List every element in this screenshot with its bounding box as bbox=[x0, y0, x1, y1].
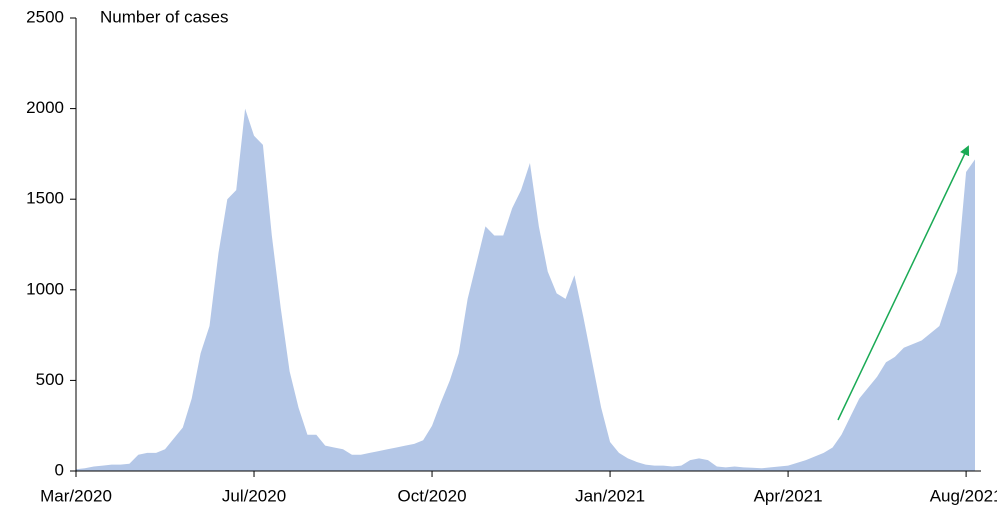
x-tick-label: Mar/2020 bbox=[40, 486, 112, 505]
area bbox=[76, 108, 975, 471]
chart-title: Number of cases bbox=[100, 7, 229, 26]
y-tick-label: 1500 bbox=[26, 189, 64, 208]
y-tick-label: 1000 bbox=[26, 279, 64, 298]
y-tick-label: 500 bbox=[36, 370, 64, 389]
y-tick-label: 2500 bbox=[26, 7, 64, 26]
x-tick-label: Oct/2020 bbox=[398, 486, 467, 505]
x-tick-label: Jan/2021 bbox=[575, 486, 645, 505]
trend-arrow bbox=[837, 145, 970, 421]
x-tick-label: Apr/2021 bbox=[754, 486, 823, 505]
y-tick-label: 2000 bbox=[26, 98, 64, 117]
plot: 0 500 1000 1500 2000 2500 Mar/2020 Jul/2020 Oct/… bbox=[26, 7, 997, 505]
x-tick-label: Aug/2021 bbox=[930, 486, 997, 505]
y-tick-label: 0 bbox=[55, 460, 64, 479]
x-tick-label: Jul/2020 bbox=[222, 486, 286, 505]
